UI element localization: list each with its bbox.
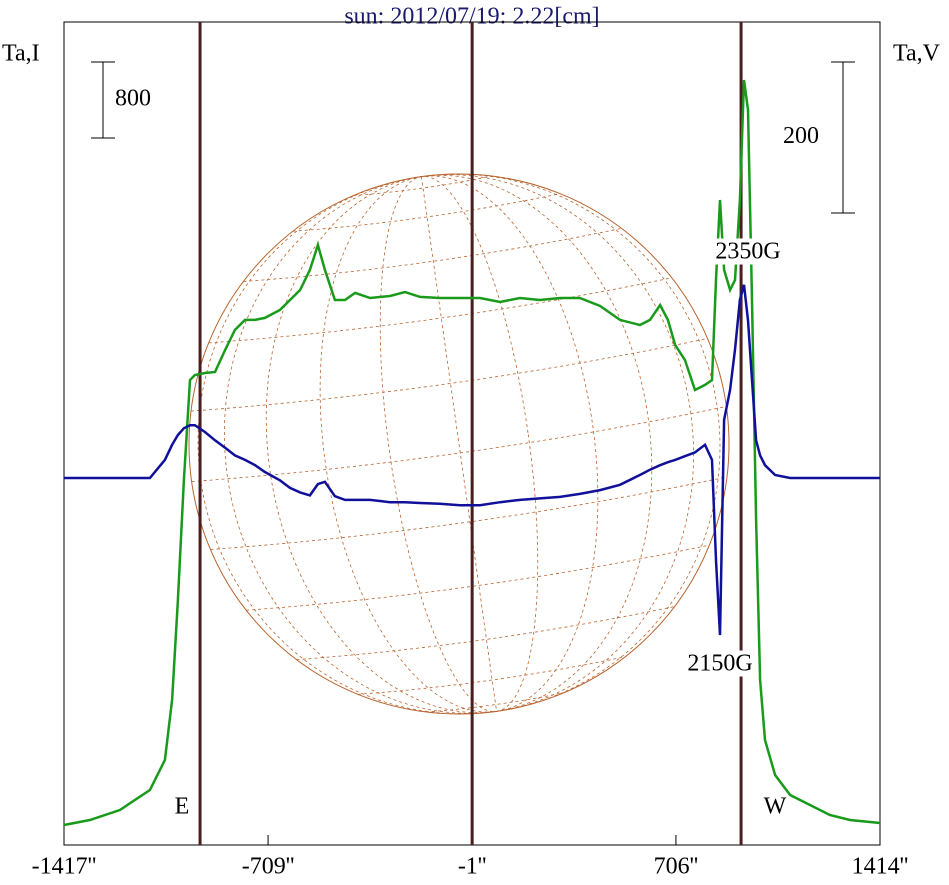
parallel: [296, 606, 675, 661]
annotation: W: [764, 794, 787, 820]
y-axis-label: Ta,I: [2, 41, 40, 67]
parallel: [190, 338, 708, 412]
parallel: [208, 277, 672, 344]
series-line: [63, 79, 881, 827]
parallel: [292, 193, 561, 232]
annotation-bg: [686, 650, 754, 677]
annotation-bg: [173, 793, 191, 820]
annotation: 2350G: [715, 239, 780, 265]
annotation: 2150G: [687, 651, 752, 677]
x-tick-label: 1414'': [852, 854, 909, 880]
parallel: [243, 227, 622, 282]
globe-limb: [188, 173, 730, 715]
scale-bar-label: 800: [115, 86, 151, 112]
annotation-bg: [762, 793, 788, 820]
parallel: [246, 544, 710, 611]
y2-axis-label: Ta,V: [893, 41, 941, 67]
parallel: [210, 476, 728, 550]
x-tick-label: -709'': [242, 854, 295, 880]
parallel: [191, 406, 727, 482]
x-tick-label: -1'': [458, 854, 487, 880]
meridian: [421, 176, 497, 712]
x-tick-label: -1417'': [32, 854, 97, 880]
x-tick-label: 706'': [654, 854, 699, 880]
series-line: [64, 284, 880, 636]
scale-bar-label: 200: [783, 123, 819, 149]
annotation: E: [175, 794, 190, 820]
annotation-bg: [714, 238, 782, 265]
sun-globe: [188, 173, 730, 715]
parallel: [357, 656, 626, 695]
